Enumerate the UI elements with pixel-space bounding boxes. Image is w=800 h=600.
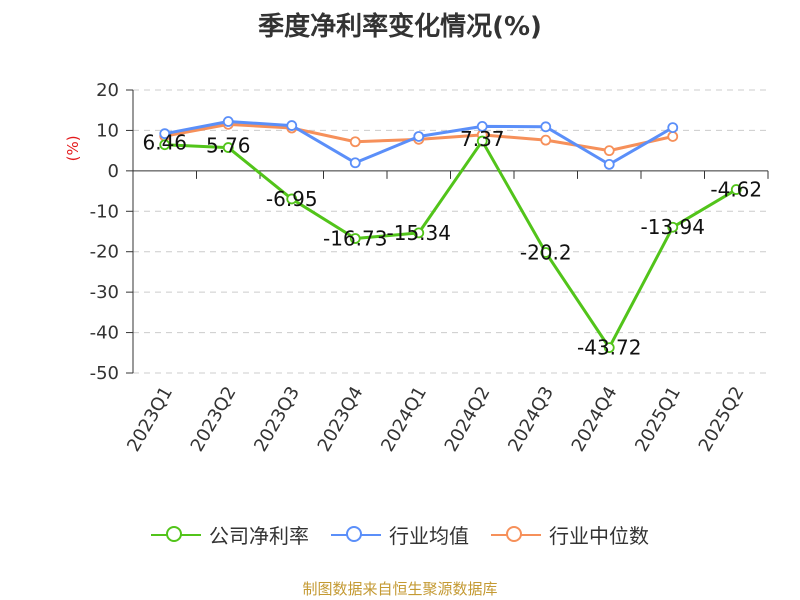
data-label: 7.37 bbox=[460, 127, 505, 151]
series-line bbox=[164, 139, 738, 350]
data-point bbox=[476, 120, 488, 132]
data-point bbox=[159, 139, 171, 151]
data-label: -43.72 bbox=[577, 336, 641, 360]
legend-swatch-company bbox=[151, 525, 201, 545]
x-tick-label: 2024Q3 bbox=[504, 383, 558, 455]
data-label: 6.46 bbox=[142, 131, 187, 155]
data-point bbox=[222, 116, 234, 127]
y-tick-label: 0 bbox=[108, 161, 119, 182]
data-label: 5.76 bbox=[206, 134, 251, 158]
y-axis-label: (%) bbox=[64, 135, 82, 161]
data-point bbox=[540, 134, 552, 146]
y-tick-label: -20 bbox=[90, 242, 119, 263]
x-tick-label: 2024Q4 bbox=[568, 383, 622, 455]
x-tick-label: 2023Q1 bbox=[123, 383, 177, 455]
y-tick-label: 20 bbox=[96, 80, 119, 101]
data-point bbox=[603, 342, 615, 354]
data-label: -13.94 bbox=[641, 215, 705, 239]
x-tick-label: 2023Q4 bbox=[314, 383, 368, 455]
legend-item-industry-median[interactable]: 行业中位数 bbox=[491, 520, 649, 549]
chart-title: 季度净利率变化情况(%) bbox=[258, 12, 542, 42]
legend-swatch-industry-avg bbox=[331, 525, 381, 545]
data-point bbox=[349, 136, 361, 148]
data-label: -15.34 bbox=[387, 221, 451, 245]
data-point bbox=[159, 128, 171, 140]
grid-lines bbox=[133, 89, 768, 374]
legend-label-industry-avg: 行业均值 bbox=[389, 524, 469, 548]
legend-label-company: 公司净利率 bbox=[209, 524, 309, 548]
data-point bbox=[540, 247, 552, 258]
data-label: -20.2 bbox=[520, 241, 572, 265]
data-point bbox=[413, 131, 425, 142]
data-source-note: 制图数据来自恒生聚源数据库 bbox=[302, 580, 498, 598]
legend-swatch-industry-median bbox=[491, 525, 541, 545]
data-point bbox=[222, 142, 234, 153]
data-point bbox=[349, 233, 361, 244]
legend-item-company[interactable]: 公司净利率 bbox=[151, 520, 309, 549]
y-tick-label: -50 bbox=[90, 363, 119, 384]
legend-label-industry-median: 行业中位数 bbox=[549, 524, 649, 548]
x-tick-label: 2024Q1 bbox=[377, 383, 431, 455]
data-point bbox=[603, 145, 615, 157]
data-point bbox=[286, 120, 298, 131]
legend: 公司净利率 行业均值 行业中位数 bbox=[0, 520, 800, 549]
data-label: -4.62 bbox=[710, 178, 762, 202]
data-point bbox=[667, 221, 679, 233]
y-tick-label: -40 bbox=[90, 323, 119, 344]
legend-item-industry-avg[interactable]: 行业均值 bbox=[331, 520, 469, 549]
data-label: -16.73 bbox=[323, 226, 387, 250]
y-tick-label: -10 bbox=[90, 201, 119, 222]
series-lines bbox=[159, 116, 742, 354]
data-point bbox=[667, 122, 679, 133]
data-point bbox=[476, 135, 488, 147]
data-point bbox=[730, 184, 742, 195]
y-tick-label: -30 bbox=[90, 282, 119, 303]
x-tick-label: 2024Q2 bbox=[441, 383, 495, 455]
data-point bbox=[667, 131, 679, 142]
data-point bbox=[413, 227, 425, 239]
x-tick-label: 2023Q2 bbox=[187, 383, 241, 455]
x-tick-label: 2025Q2 bbox=[695, 383, 749, 455]
data-point bbox=[286, 193, 298, 205]
x-tick-label: 2025Q1 bbox=[631, 383, 685, 455]
data-label: -6.95 bbox=[266, 187, 318, 211]
data-point bbox=[603, 158, 615, 170]
x-tick-label: 2023Q3 bbox=[250, 383, 304, 455]
y-tick-label: 10 bbox=[96, 120, 119, 141]
data-point bbox=[349, 157, 361, 169]
data-point bbox=[540, 121, 552, 133]
data-labels: 6.46 5.76 -6.95-16.73 -15.34 7.37 -20.2 -43.72… bbox=[142, 127, 762, 360]
